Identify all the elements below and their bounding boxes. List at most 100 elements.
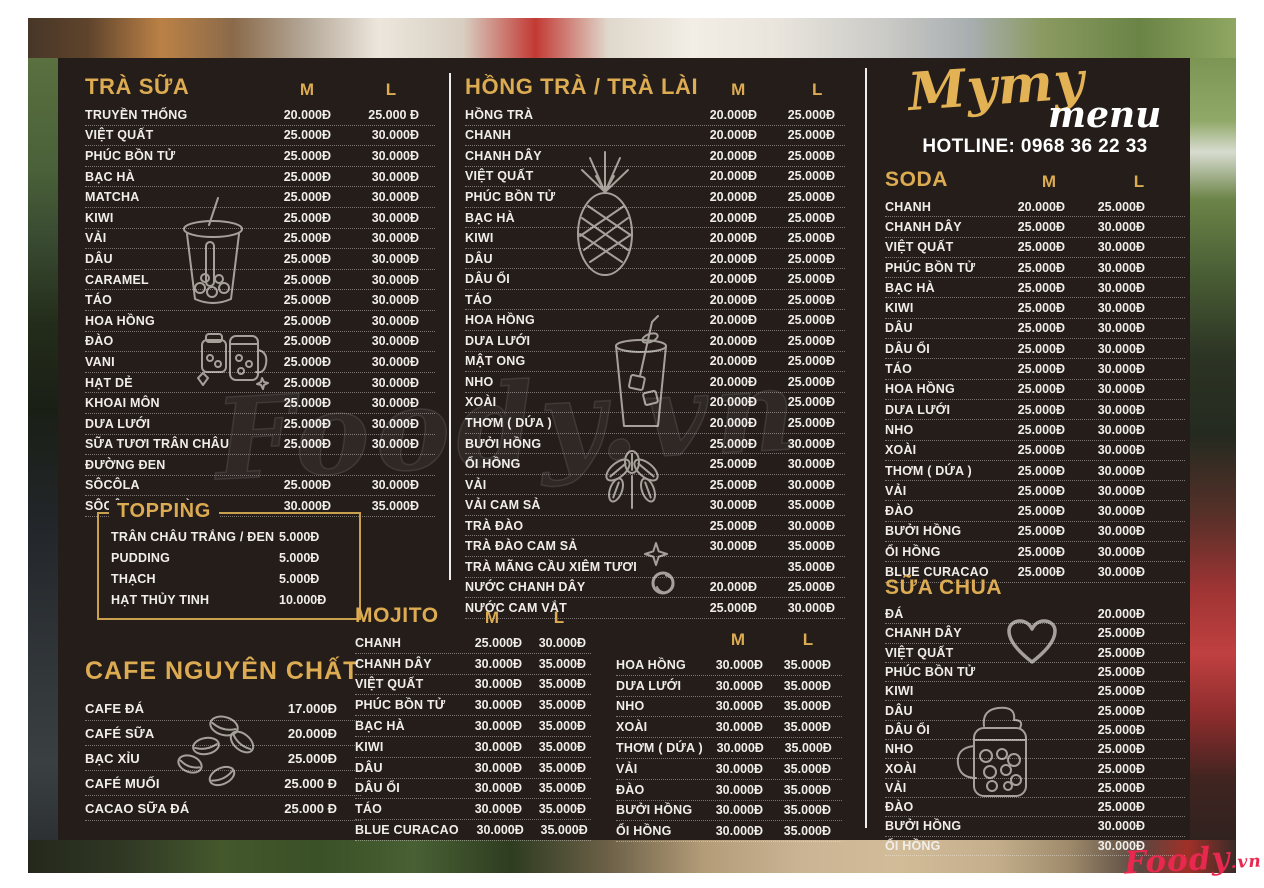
menu-item-row: HẠT THỦY TINH 10.000Đ	[111, 589, 349, 610]
item-name: HOA HỒNG	[85, 313, 155, 328]
foody-logo: Foody.vn	[1123, 838, 1263, 882]
price-m: 30.000Đ	[709, 498, 757, 513]
price-m: 25.000Đ	[1017, 280, 1065, 295]
section-header: TRÀ SỮA M L	[85, 70, 435, 105]
item-name: CHANH DÂY	[355, 656, 432, 671]
section-hong-tra: HỒNG TRÀ / TRÀ LÀI M L HỒNG TRÀ 20.000Đ …	[465, 70, 845, 619]
item-name: NƯỚC CHANH DÂY	[465, 580, 586, 595]
menu-item-list: ĐÁ 20.000Đ CHANH DÂY 25.000Đ VIỆT QUẤT 2…	[885, 605, 1185, 856]
price: 30.000Đ	[1097, 838, 1145, 853]
price: 30.000Đ	[1097, 819, 1145, 834]
section-title: SỮA CHUA	[885, 576, 1003, 599]
price-l: 35.000Đ	[538, 719, 586, 734]
menu-item-row: CHANH DÂY 25.000Đ 30.000Đ	[885, 217, 1185, 238]
price-m: 25.000Đ	[283, 251, 331, 266]
menu-item-row: DÂU 25.000Đ	[885, 701, 1185, 721]
menu-item-row: BLUE CURACAO 30.000Đ 35.000Đ	[355, 820, 591, 841]
section-cafe: CAFE NGUYÊN CHẤT CAFE ĐÁ 17.000Đ CAFÉ SỮ…	[85, 650, 361, 821]
foody-logo-suffix: .vn	[1230, 851, 1263, 874]
item-name: DÂU	[355, 760, 383, 775]
price-m: 20.000Đ	[709, 374, 757, 389]
yogurt-jar-icon	[950, 696, 1046, 811]
price: 25.000Đ	[1097, 761, 1145, 776]
menu-item-list: TRUYỀN THỐNG 20.000Đ 25.000 Đ VIỆT QUẤT …	[85, 105, 435, 517]
item-name: TRÀ ĐÀO CAM SẢ	[465, 539, 578, 554]
price-m: 25.000Đ	[283, 416, 331, 431]
menu-item-row: TÁO 25.000Đ 30.000Đ	[885, 359, 1185, 380]
item-name: TÁO	[85, 293, 112, 308]
price-l: 30.000Đ	[371, 272, 419, 287]
price-l: 30.000Đ	[787, 477, 835, 492]
price-m: 25.000Đ	[709, 600, 757, 615]
price-l: 25.000Đ	[787, 292, 835, 307]
section-title: CAFE NGUYÊN CHẤT	[85, 657, 360, 685]
section-title: SODA	[885, 168, 949, 191]
price-m: 20.000Đ	[709, 415, 757, 430]
price-l: 30.000Đ	[371, 293, 419, 308]
item-name: KIWI	[885, 684, 914, 699]
price-m: 30.000Đ	[715, 803, 763, 818]
price-m: 20.000Đ	[1017, 199, 1065, 214]
price-l: 25.000Đ	[787, 580, 835, 595]
price-m: 25.000Đ	[1017, 463, 1065, 478]
item-name: XOÀI	[616, 720, 648, 735]
item-name: VẢI	[616, 761, 638, 776]
menu-item-row: BẠC HÀ 25.000Đ 30.000Đ	[85, 167, 435, 188]
item-name: PHÚC BỒN TỬ	[85, 148, 176, 163]
menu-item-list: CAFE ĐÁ 17.000Đ CAFÉ SỮA 20.000Đ BẠC XỈU…	[85, 696, 361, 821]
price-m: 25.000Đ	[1017, 544, 1065, 559]
section-title: MOJITO	[355, 604, 439, 627]
menu-item-row: ỔI HỒNG 30.000Đ	[885, 837, 1185, 856]
price-m: 20.000Đ	[709, 107, 757, 122]
price-l: 25.000Đ	[787, 374, 835, 389]
item-name: XOÀI	[885, 761, 917, 776]
section-title: TOPPING	[109, 500, 219, 523]
menu-item-row: NHO 20.000Đ 25.000Đ	[465, 372, 845, 393]
menu-item-row: ĐÀO 25.000Đ	[885, 798, 1185, 818]
menu-item-row: TRÂN CHÂU TRẮNG / ĐEN 5.000Đ	[111, 526, 349, 547]
price-l: 35.000Đ	[538, 698, 586, 713]
item-name: NHO	[885, 422, 914, 437]
price: 25.000Đ	[1097, 722, 1145, 737]
menu-item-row: VẢI 25.000Đ 30.000Đ	[85, 229, 435, 250]
menu-item-list: CHANH 25.000Đ 30.000Đ CHANH DÂY 30.000Đ …	[355, 633, 591, 841]
menu-item-row: CHANH 20.000Đ 25.000Đ	[465, 126, 845, 147]
menu-item-row: VIỆT QUẤT 25.000Đ 30.000Đ	[885, 238, 1185, 258]
item-name: ỔI HỒNG	[885, 838, 941, 853]
menu-item-row: HẠT DẺ 25.000Đ 30.000Đ	[85, 373, 435, 394]
item-name: ỔI HỒNG	[885, 544, 941, 559]
item-name: BLUE CURACAO	[885, 564, 989, 579]
price-m: 30.000Đ	[715, 720, 763, 735]
price-m: 25.000Đ	[1017, 219, 1065, 234]
menu-item-row: SỮA TƯƠI TRÂN CHÂU 25.000Đ 30.000Đ	[85, 435, 435, 456]
price-l: 30.000Đ	[1097, 524, 1145, 539]
section-mojito-2: M L HOA HỒNG 30.000Đ 35.000Đ DƯA LƯỚI 30…	[616, 622, 842, 843]
heart-icon	[1006, 618, 1058, 671]
menu-item-row: DÂU ỔI 30.000Đ 35.000Đ	[355, 779, 591, 800]
photo-border-bottom	[28, 840, 1236, 873]
menu-item-row: SÔCÔLA 25.000Đ 30.000Đ	[85, 476, 435, 497]
price-l: 30.000Đ	[1097, 382, 1145, 397]
price-m: 25.000Đ	[1017, 301, 1065, 316]
price-m: 25.000Đ	[709, 457, 757, 472]
price-m: 20.000Đ	[709, 313, 757, 328]
price-m: 20.000Đ	[709, 354, 757, 369]
item-name: THẠCH	[111, 571, 156, 586]
price-m: 30.000Đ	[716, 741, 764, 756]
menu-item-row: THẠCH 5.000Đ	[111, 568, 349, 589]
item-name: TÁO	[465, 292, 492, 307]
section-header: MOJITO M L	[355, 600, 591, 633]
price-l: 25.000Đ	[787, 415, 835, 430]
item-name: VẢI	[885, 483, 907, 498]
price: 25.000Đ	[1097, 626, 1145, 641]
item-name: THƠM ( DỨA )	[616, 741, 703, 756]
item-name: NHO	[465, 374, 494, 389]
item-name: DÂU	[885, 321, 913, 336]
menu-item-row: VIỆT QUẤT 25.000Đ	[885, 644, 1185, 663]
size-column-m: M	[484, 608, 500, 627]
price-l: 25.000Đ	[787, 395, 835, 410]
price-l: 35.000Đ	[538, 760, 586, 775]
menu-item-row: ĐƯỜNG ĐEN	[85, 455, 435, 476]
item-name: CAFÉ MUỐI	[85, 775, 160, 791]
item-name: VẢI	[885, 780, 907, 795]
